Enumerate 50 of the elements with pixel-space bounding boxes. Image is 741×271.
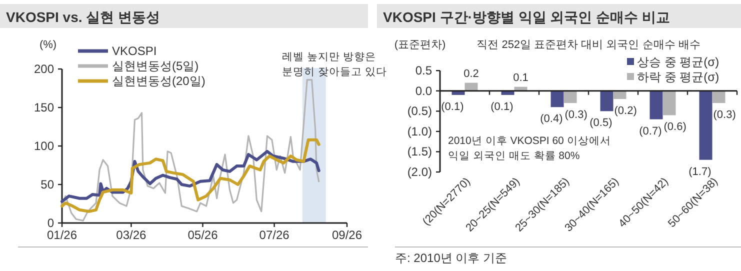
data-label: (0.4) bbox=[540, 113, 563, 126]
y-tick-label: 0.0 bbox=[415, 84, 432, 98]
data-label: (0.3) bbox=[564, 109, 588, 122]
data-label: (0.3) bbox=[713, 109, 736, 122]
y-axis-title: (%) bbox=[39, 39, 57, 51]
legend-label: 실현변동성(20일) bbox=[112, 74, 206, 88]
chart-title: VKOSPI 구간·방향별 익일 외국인 순매수 비교 bbox=[383, 9, 670, 25]
y-tick-label: (1.5) bbox=[407, 144, 432, 159]
y-tick-label: 150 bbox=[34, 100, 54, 114]
y-tick-label: (1.0) bbox=[407, 124, 432, 138]
data-label: (0.1) bbox=[490, 100, 514, 113]
line-series bbox=[60, 138, 320, 213]
data-label: 0.1 bbox=[513, 72, 528, 84]
text: 주: 2010년 이후 기준 bbox=[395, 251, 508, 265]
bar bbox=[564, 90, 577, 104]
data-label: 0.2 bbox=[464, 68, 479, 80]
bar bbox=[712, 90, 726, 104]
y-tick-label: 50 bbox=[40, 178, 54, 192]
y-tick-label: 200 bbox=[34, 62, 54, 76]
bar bbox=[699, 90, 712, 160]
annotation: 레벨 높지만 방향은 분명히 잦아들고 있다 bbox=[282, 51, 387, 78]
legend-label: VKOSPI bbox=[112, 44, 157, 58]
legend-label: 하락 중 평균(σ) bbox=[637, 70, 720, 84]
x-tick-label: 03/26 bbox=[116, 228, 147, 242]
y-tick-label: (0.5) bbox=[407, 104, 432, 118]
data-label: (0.1) bbox=[441, 100, 464, 113]
data-label: (1.7) bbox=[688, 166, 712, 178]
bar bbox=[650, 90, 663, 120]
bar bbox=[613, 90, 626, 99]
chart-title: VKOSPI vs. 실현 변동성 bbox=[6, 9, 160, 25]
data-label: (0.6) bbox=[664, 121, 686, 134]
x-tick-label: 05/26 bbox=[188, 228, 218, 242]
x-tick-label: 01/26 bbox=[46, 228, 78, 242]
legend-label: 실현변동성(5일) bbox=[112, 59, 199, 73]
bar bbox=[550, 90, 564, 108]
data-label: (0.5) bbox=[590, 117, 612, 130]
y-tick-label: 0 bbox=[47, 216, 54, 230]
bar bbox=[600, 90, 614, 112]
x-tick-label: 09/26 bbox=[332, 228, 362, 242]
y-axis-title: (표준편차) bbox=[394, 39, 446, 51]
y-tick-label: 100 bbox=[34, 139, 54, 153]
x-tick-label: 07/26 bbox=[259, 228, 290, 242]
y-tick-label: 0.5 bbox=[415, 64, 432, 78]
y-tick-label: (2.0) bbox=[407, 165, 432, 179]
legend-label: 상승 중 평균(σ) bbox=[637, 55, 720, 69]
bar bbox=[662, 90, 676, 116]
data-label: (0.7) bbox=[639, 125, 662, 138]
chart-subtitle: 직전 252일 표준편차 대비 외국인 순매수 배수 bbox=[476, 39, 700, 51]
data-label: (0.2) bbox=[614, 104, 637, 117]
annotation: 2010년 이후 VKOSPI 60 이상에서 익일 외국인 매도 확률 80% bbox=[448, 135, 611, 162]
